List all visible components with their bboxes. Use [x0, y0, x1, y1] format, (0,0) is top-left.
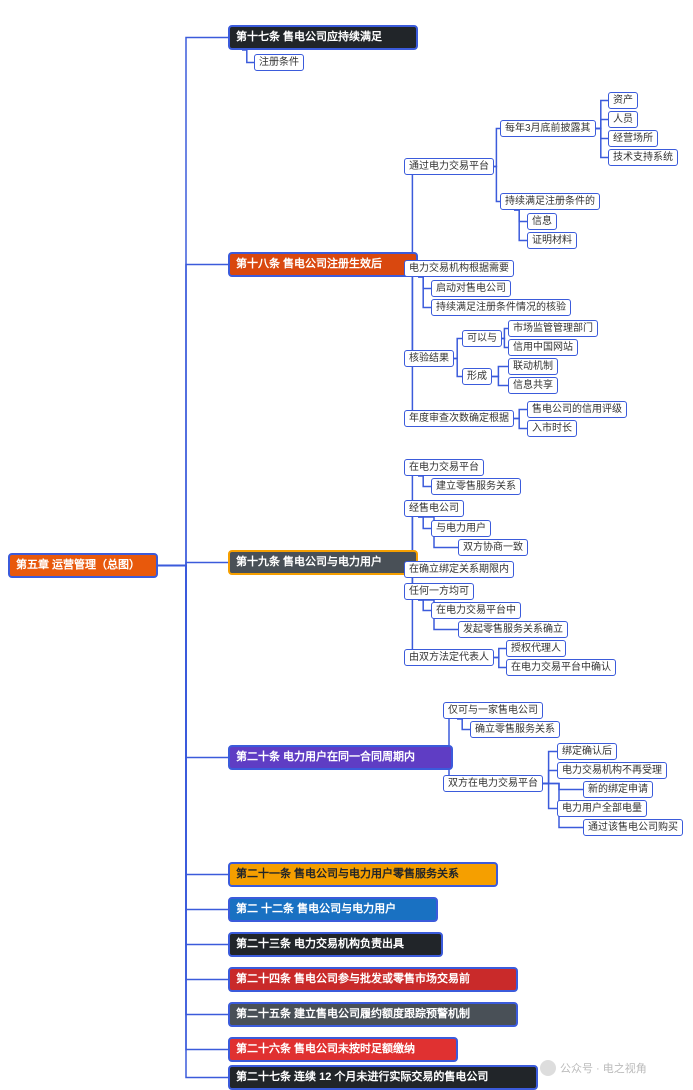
- leaf-node: 在电力交易平台中确认: [506, 659, 616, 676]
- article-node: 第二十六条 售电公司未按时足额缴纳: [228, 1037, 458, 1062]
- leaf-node: 新的绑定申请: [583, 781, 653, 798]
- leaf-node: 技术支持系统: [608, 149, 678, 166]
- article-node: 第二十条 电力用户在同一合同周期内: [228, 745, 453, 770]
- leaf-node: 通过该售电公司购买: [583, 819, 683, 836]
- leaf-node: 在确立绑定关系期限内: [404, 561, 514, 578]
- leaf-node: 双方在电力交易平台: [443, 775, 543, 792]
- leaf-node: 经售电公司: [404, 500, 464, 517]
- leaf-node: 启动对售电公司: [431, 280, 511, 297]
- leaf-node: 资产: [608, 92, 638, 109]
- leaf-node: 由双方法定代表人: [404, 649, 494, 666]
- leaf-node: 持续满足注册条件的: [500, 193, 600, 210]
- leaf-node: 信用中国网站: [508, 339, 578, 356]
- article-node: 第二 十二条 售电公司与电力用户: [228, 897, 438, 922]
- connector-lines: [0, 0, 693, 1086]
- article-node: 第五章 运营管理（总图）: [8, 553, 158, 578]
- article-node: 第十八条 售电公司注册生效后: [228, 252, 418, 277]
- leaf-node: 核验结果: [404, 350, 454, 367]
- leaf-node: 年度审查次数确定根据: [404, 410, 514, 427]
- leaf-node: 与电力用户: [431, 520, 491, 537]
- leaf-node: 通过电力交易平台: [404, 158, 494, 175]
- leaf-node: 入市时长: [527, 420, 577, 437]
- leaf-node: 在电力交易平台: [404, 459, 484, 476]
- leaf-node: 证明材料: [527, 232, 577, 249]
- article-node: 第二十四条 售电公司参与批发或零售市场交易前: [228, 967, 518, 992]
- leaf-node: 电力交易机构不再受理: [557, 762, 667, 779]
- article-node: 第二十七条 连续 12 个月未进行实际交易的售电公司: [228, 1065, 538, 1090]
- leaf-node: 绑定确认后: [557, 743, 617, 760]
- leaf-node: 电力用户全部电量: [557, 800, 647, 817]
- article-node: 第二十五条 建立售电公司履约额度跟踪预警机制: [228, 1002, 518, 1027]
- leaf-node: 市场监管管理部门: [508, 320, 598, 337]
- article-node: 第十九条 售电公司与电力用户: [228, 550, 418, 575]
- watermark: 公众号 · 电之视角: [540, 1060, 647, 1076]
- leaf-node: 联动机制: [508, 358, 558, 375]
- leaf-node: 双方协商一致: [458, 539, 528, 556]
- leaf-node: 仅可与一家售电公司: [443, 702, 543, 719]
- article-node: 第二十一条 售电公司与电力用户零售服务关系: [228, 862, 498, 887]
- leaf-node: 每年3月底前披露其: [500, 120, 596, 137]
- leaf-node: 在电力交易平台中: [431, 602, 521, 619]
- watermark-icon: [540, 1060, 556, 1076]
- leaf-node: 售电公司的信用评级: [527, 401, 627, 418]
- article-node: 第二十三条 电力交易机构负责出具: [228, 932, 443, 957]
- leaf-node: 电力交易机构根据需要: [404, 260, 514, 277]
- leaf-node: 注册条件: [254, 54, 304, 71]
- leaf-node: 信息共享: [508, 377, 558, 394]
- leaf-node: 形成: [462, 368, 492, 385]
- leaf-node: 任何一方均可: [404, 583, 474, 600]
- leaf-node: 建立零售服务关系: [431, 478, 521, 495]
- leaf-node: 发起零售服务关系确立: [458, 621, 568, 638]
- leaf-node: 授权代理人: [506, 640, 566, 657]
- leaf-node: 可以与: [462, 330, 502, 347]
- leaf-node: 信息: [527, 213, 557, 230]
- leaf-node: 人员: [608, 111, 638, 128]
- leaf-node: 持续满足注册条件情况的核验: [431, 299, 571, 316]
- leaf-node: 经营场所: [608, 130, 658, 147]
- article-node: 第十七条 售电公司应持续满足: [228, 25, 418, 50]
- watermark-text: 公众号 · 电之视角: [560, 1060, 647, 1076]
- leaf-node: 确立零售服务关系: [470, 721, 560, 738]
